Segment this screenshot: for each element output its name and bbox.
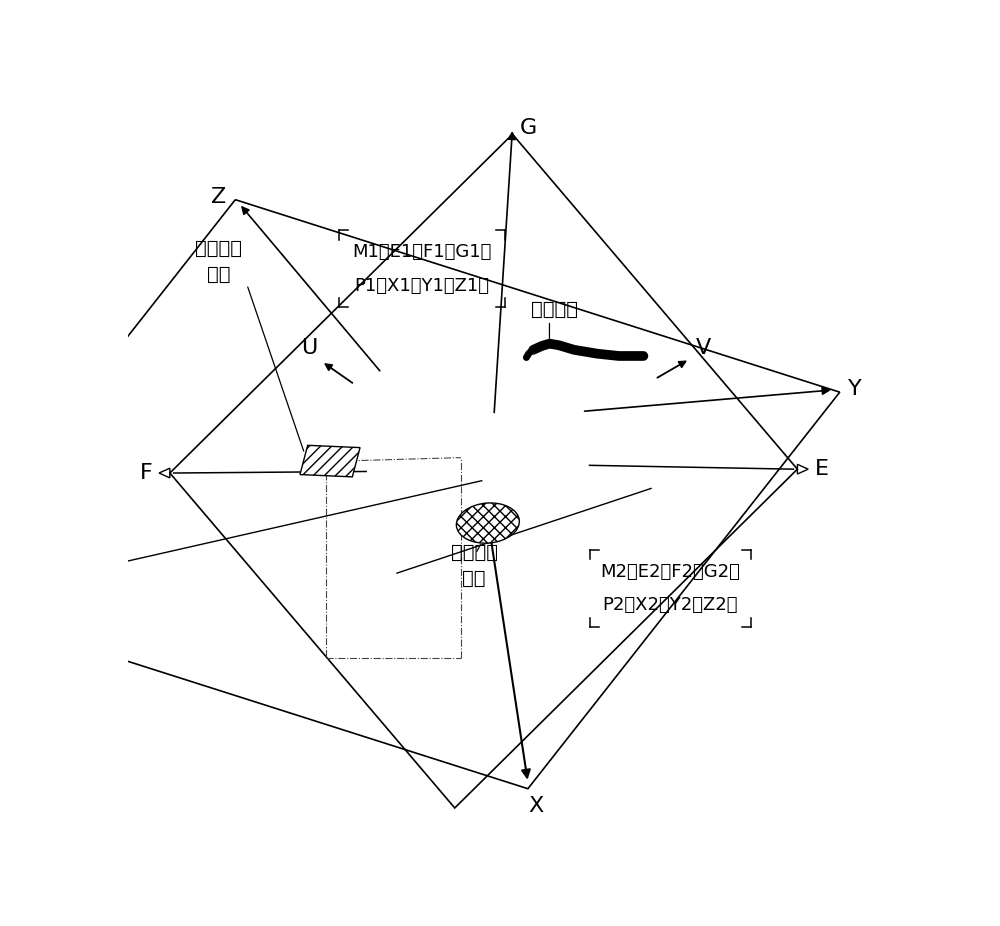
- Ellipse shape: [456, 503, 519, 544]
- Text: M2（E2、F2、G2）: M2（E2、F2、G2）: [600, 563, 740, 581]
- Text: U: U: [301, 337, 317, 357]
- Text: F: F: [140, 463, 153, 483]
- Text: X: X: [528, 795, 543, 816]
- Text: E: E: [815, 459, 829, 479]
- Polygon shape: [300, 445, 360, 477]
- Text: 点胶轨迹: 点胶轨迹: [531, 300, 578, 319]
- Text: Z: Z: [211, 187, 226, 206]
- Text: G: G: [519, 118, 537, 138]
- Text: P1（X1、Y1、Z1）: P1（X1、Y1、Z1）: [355, 277, 490, 294]
- Text: P2（X2、Y2、Z2）: P2（X2、Y2、Z2）: [603, 596, 738, 615]
- Text: M1（E1、F1、G1）: M1（E1、F1、G1）: [352, 243, 492, 261]
- Text: 第二图像
模板: 第二图像 模板: [450, 543, 498, 588]
- Text: V: V: [696, 338, 711, 358]
- Text: 第一图像
模板: 第一图像 模板: [195, 239, 242, 284]
- Text: Y: Y: [848, 379, 862, 399]
